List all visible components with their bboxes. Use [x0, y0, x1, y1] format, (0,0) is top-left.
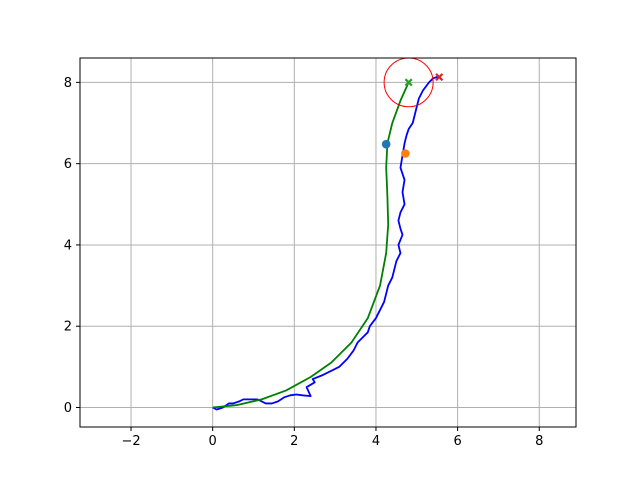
- series-layer: [212, 75, 440, 411]
- x-tick-label: 0: [209, 434, 217, 449]
- plot-frame: [79, 57, 577, 428]
- y-tick-label: 4: [64, 238, 72, 253]
- x-tick-label: 8: [535, 434, 543, 449]
- point-marker: [401, 149, 410, 158]
- series-line-2: [212, 82, 410, 409]
- y-tick-label: 8: [64, 76, 72, 91]
- x-tick-label: 6: [453, 434, 461, 449]
- grid: [80, 58, 576, 427]
- y-tick-label: 6: [64, 157, 72, 172]
- x-tick-label: 4: [372, 434, 380, 449]
- marker-layer: [381, 58, 444, 158]
- target-circle: [383, 58, 434, 108]
- x-tick-label: −2: [121, 434, 140, 449]
- series-line-1: [212, 75, 440, 411]
- ticks: −2 0 2 4 6 8 0 2 4 6 8: [64, 76, 544, 449]
- x-tick-label: 2: [290, 434, 298, 449]
- x-marker: [404, 78, 413, 87]
- x-marker: [435, 73, 444, 82]
- y-tick-label: 2: [64, 320, 72, 335]
- point-marker: [381, 139, 391, 149]
- y-tick-label: 0: [64, 401, 72, 416]
